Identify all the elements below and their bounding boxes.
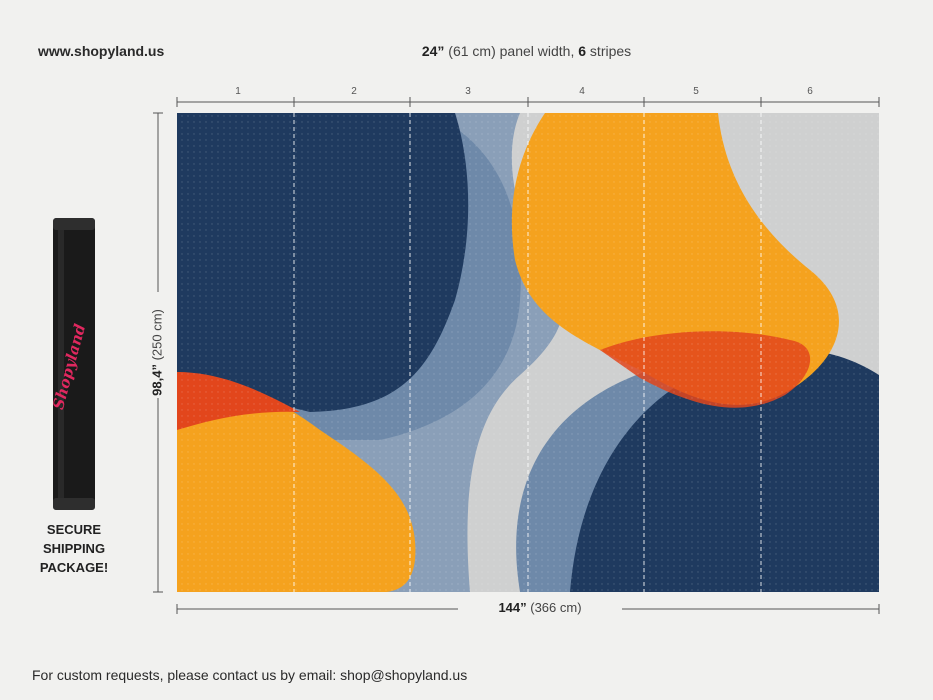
stripe-number-2: 2 [351,86,357,97]
site-url[interactable]: www.shopyland.us [38,43,165,59]
height-metric: (250 cm) [149,309,165,365]
panel-width-inches: 24” [421,43,445,59]
height-inches: 98,4” [149,364,165,396]
width-dimension-label: 144” (366 cm) [458,600,622,615]
stripes-word: stripes [586,43,632,59]
width-metric: (366 cm) [526,600,582,615]
panel-width-metric: (61 cm) panel width, [444,43,579,59]
stripe-number-5: 5 [693,86,699,97]
shipping-tube-image: Shopyland [49,218,95,510]
stripe-number-1: 1 [235,86,241,97]
stripe-number-4: 4 [579,86,585,97]
height-dimension-label: 98,4” (250 cm) [150,293,165,413]
stripe-dividers [293,113,762,592]
width-ruler [176,604,880,614]
height-ruler [153,112,163,593]
footer-contact-text: For custom requests, please contact us b… [32,667,468,683]
panel-width-caption: 24” (61 cm) panel width, 6 stripes [0,43,933,59]
stripe-number-6: 6 [807,86,813,97]
top-ruler [176,97,880,107]
secure-shipping-label: SECURE SHIPPING PACKAGE! [39,522,109,575]
width-inches: 144” [498,600,527,615]
stripe-number-3: 3 [465,86,471,97]
stripes-count: 6 [578,43,587,59]
